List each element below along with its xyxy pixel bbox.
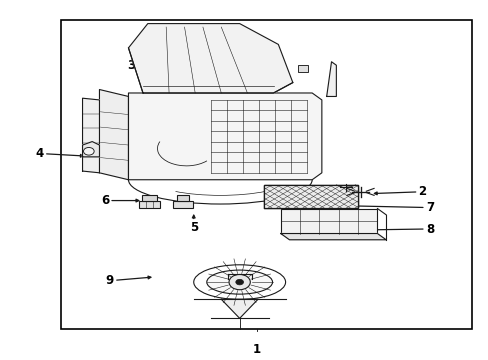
FancyBboxPatch shape xyxy=(142,195,157,201)
Polygon shape xyxy=(280,234,386,240)
Polygon shape xyxy=(99,90,128,180)
FancyBboxPatch shape xyxy=(264,185,357,208)
Circle shape xyxy=(83,148,94,155)
FancyBboxPatch shape xyxy=(173,201,192,208)
Ellipse shape xyxy=(206,270,272,294)
Text: 2: 2 xyxy=(418,185,426,198)
Circle shape xyxy=(235,279,243,285)
Polygon shape xyxy=(82,98,99,173)
Text: 4: 4 xyxy=(36,147,44,160)
Circle shape xyxy=(228,274,250,290)
Text: 7: 7 xyxy=(425,201,433,214)
Polygon shape xyxy=(326,62,336,96)
Text: 9: 9 xyxy=(105,274,114,287)
Text: 8: 8 xyxy=(425,222,433,235)
Polygon shape xyxy=(221,299,258,318)
Text: 6: 6 xyxy=(101,194,109,207)
Polygon shape xyxy=(128,24,292,93)
FancyBboxPatch shape xyxy=(264,185,357,208)
Polygon shape xyxy=(128,93,321,180)
FancyBboxPatch shape xyxy=(280,208,377,234)
FancyBboxPatch shape xyxy=(177,195,189,201)
FancyBboxPatch shape xyxy=(139,201,160,208)
Polygon shape xyxy=(82,141,99,157)
Text: 5: 5 xyxy=(189,221,198,234)
Text: 1: 1 xyxy=(252,343,260,356)
FancyBboxPatch shape xyxy=(297,65,308,72)
Text: 3: 3 xyxy=(127,59,136,72)
Bar xyxy=(61,20,471,329)
